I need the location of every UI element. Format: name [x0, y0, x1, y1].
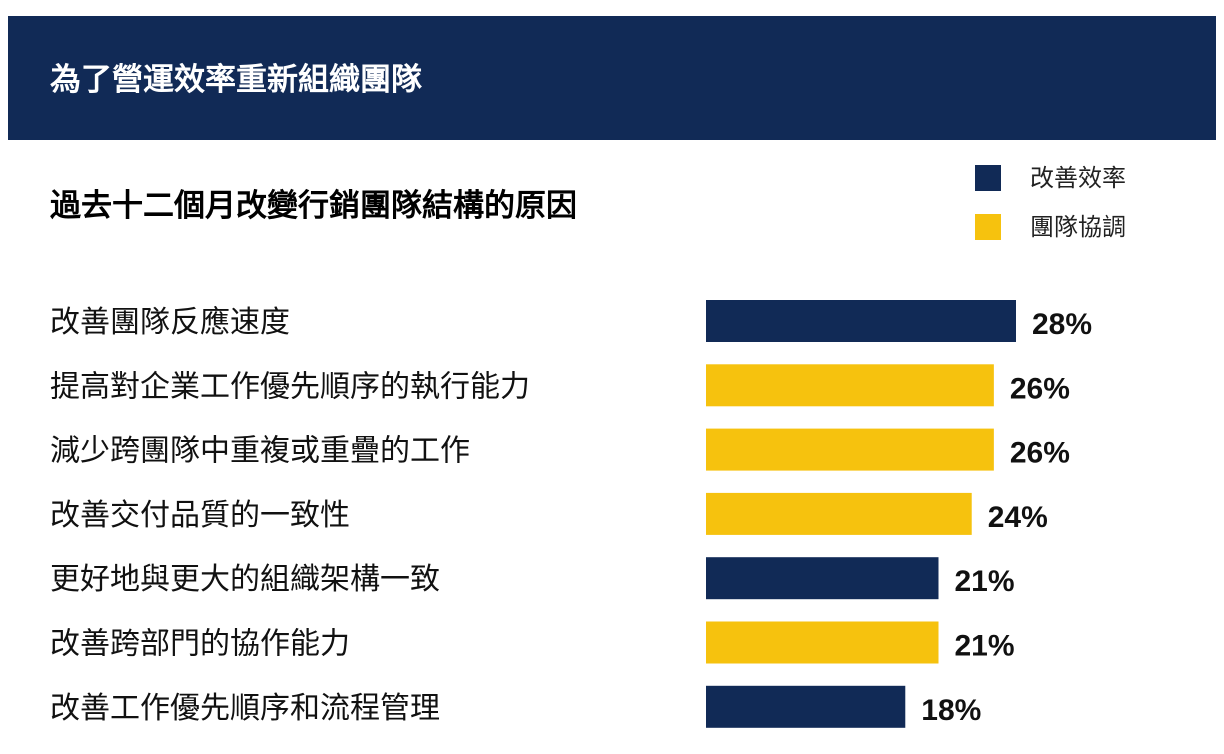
bar: [706, 492, 972, 535]
bar: [706, 428, 994, 471]
value-label: 28%: [1032, 308, 1092, 341]
category-label: 提高對企業工作優先順序的執行能力: [50, 369, 530, 404]
value-label: 21%: [955, 630, 1015, 663]
category-label: 更好地與更大的組織架構一致: [50, 562, 440, 597]
bar: [706, 364, 994, 407]
legend-item-coordination: 團隊協調: [975, 212, 1215, 242]
value-label: 18%: [921, 694, 981, 727]
value-label: 26%: [1010, 372, 1070, 405]
bar: [706, 300, 1016, 342]
category-label: 改善團隊反應速度: [50, 305, 290, 340]
title-banner: [8, 16, 1216, 140]
value-label: 26%: [1010, 437, 1070, 470]
bar: [706, 621, 939, 664]
legend-item-efficiency: 改善效率: [975, 163, 1215, 193]
chart-title: 過去十二個月改變行銷團隊結構的原因: [50, 188, 577, 224]
value-label: 21%: [955, 565, 1015, 598]
legend-swatch-coordination: [975, 214, 1001, 240]
category-label: 減少跨團隊中重複或重疊的工作: [50, 434, 470, 469]
category-label: 改善交付品質的一致性: [50, 498, 350, 533]
legend-swatch-efficiency: [975, 165, 1001, 191]
category-label: 改善跨部門的協作能力: [50, 627, 350, 662]
page-title: 為了營運效率重新組織團隊: [50, 62, 422, 98]
bar: [706, 557, 939, 600]
bar: [706, 685, 906, 728]
value-label: 24%: [988, 501, 1048, 534]
category-label: 改善工作優先順序和流程管理: [50, 691, 440, 726]
legend-label-efficiency: 改善效率: [1030, 164, 1126, 192]
legend-label-coordination: 團隊協調: [1030, 213, 1126, 241]
